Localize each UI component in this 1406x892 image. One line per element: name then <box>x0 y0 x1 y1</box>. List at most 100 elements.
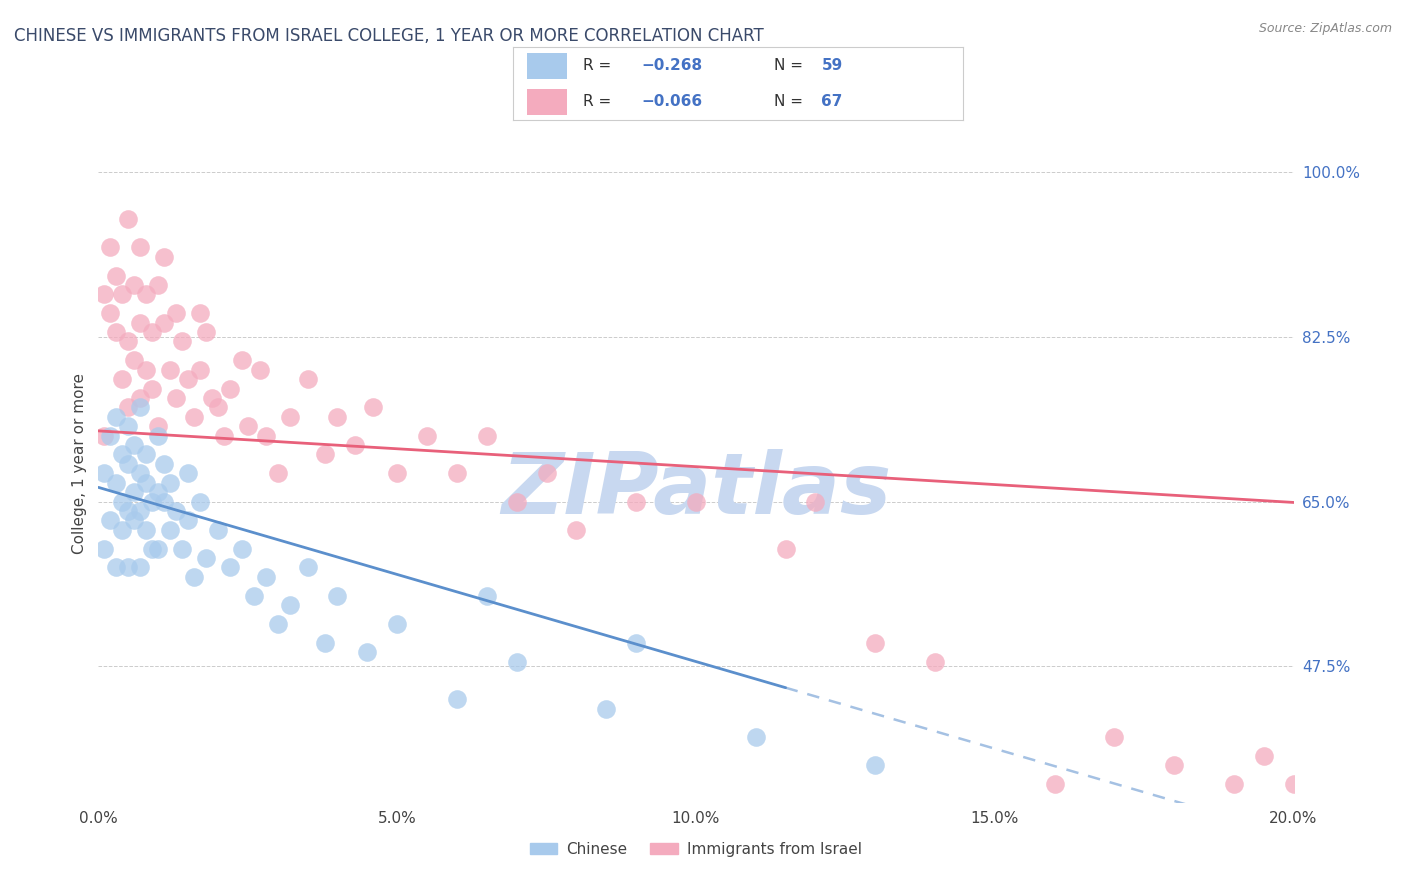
Point <box>775 541 797 556</box>
Point <box>124 513 146 527</box>
Y-axis label: College, 1 year or more: College, 1 year or more <box>72 374 87 554</box>
Point <box>159 523 181 537</box>
Point <box>315 447 337 461</box>
Point <box>129 560 152 574</box>
Point <box>1043 777 1066 791</box>
Text: 67: 67 <box>821 95 842 109</box>
Point <box>177 467 200 481</box>
Point <box>117 457 139 471</box>
Text: Source: ZipAtlas.com: Source: ZipAtlas.com <box>1258 22 1392 36</box>
Point <box>141 382 163 396</box>
Point <box>93 541 115 556</box>
Point <box>475 589 498 603</box>
Point <box>446 692 468 706</box>
Text: 59: 59 <box>821 59 842 73</box>
Point <box>254 570 277 584</box>
Point <box>135 447 157 461</box>
Point <box>243 589 266 603</box>
Point <box>172 334 194 349</box>
Point <box>254 428 277 442</box>
Point <box>124 277 146 292</box>
Point <box>865 636 887 650</box>
Point <box>745 730 768 744</box>
Point <box>1282 777 1305 791</box>
Point <box>297 560 319 574</box>
Point <box>536 467 558 481</box>
Point <box>685 494 707 508</box>
Point <box>98 240 122 254</box>
Point <box>153 316 176 330</box>
Point <box>1223 777 1246 791</box>
Point <box>135 523 157 537</box>
Point <box>124 438 146 452</box>
Point <box>153 457 176 471</box>
Point <box>98 428 122 442</box>
Point <box>124 353 146 368</box>
Point <box>159 362 181 376</box>
Text: R =: R = <box>583 95 616 109</box>
Point <box>315 636 337 650</box>
Point <box>117 419 139 434</box>
Point <box>117 560 139 574</box>
Point <box>148 428 170 442</box>
Point <box>111 372 134 386</box>
Point <box>924 655 946 669</box>
Point <box>1253 748 1275 763</box>
Point <box>105 325 128 339</box>
Point <box>385 616 409 631</box>
Point <box>111 287 134 301</box>
Point <box>129 316 152 330</box>
Point <box>105 560 128 574</box>
Bar <box>527 89 567 114</box>
Point <box>172 541 194 556</box>
Point <box>93 428 115 442</box>
Point <box>416 428 439 442</box>
Point <box>129 467 152 481</box>
Point <box>207 523 229 537</box>
Text: N =: N = <box>775 95 808 109</box>
Point <box>506 655 529 669</box>
Point <box>212 428 235 442</box>
Point <box>129 391 152 405</box>
Point <box>135 475 157 490</box>
Point <box>165 391 187 405</box>
Point <box>219 382 242 396</box>
Bar <box>527 54 567 78</box>
Point <box>93 287 115 301</box>
Point <box>183 570 205 584</box>
Text: CHINESE VS IMMIGRANTS FROM ISRAEL COLLEGE, 1 YEAR OR MORE CORRELATION CHART: CHINESE VS IMMIGRANTS FROM ISRAEL COLLEG… <box>14 27 763 45</box>
Point <box>219 560 242 574</box>
Point <box>111 523 134 537</box>
Point <box>195 325 218 339</box>
Point <box>1163 758 1185 772</box>
Point <box>446 467 468 481</box>
Point <box>363 401 385 415</box>
Point <box>231 353 253 368</box>
Point <box>278 409 301 424</box>
Point <box>148 419 170 434</box>
Point <box>297 372 319 386</box>
Point <box>385 467 409 481</box>
Point <box>267 467 290 481</box>
Point <box>165 306 187 320</box>
Point <box>326 589 349 603</box>
Point <box>124 485 146 500</box>
Point <box>141 494 163 508</box>
Point <box>188 494 211 508</box>
Point <box>326 409 349 424</box>
Point <box>626 636 648 650</box>
Point <box>804 494 827 508</box>
Point <box>188 306 211 320</box>
Point <box>117 212 139 227</box>
Legend: Chinese, Immigrants from Israel: Chinese, Immigrants from Israel <box>523 836 869 863</box>
Text: ZIPatlas: ZIPatlas <box>501 450 891 533</box>
Text: N =: N = <box>775 59 808 73</box>
Point <box>177 513 200 527</box>
Point <box>141 541 163 556</box>
Point <box>135 287 157 301</box>
Point <box>105 268 128 283</box>
Point <box>201 391 224 405</box>
Point <box>111 494 134 508</box>
Point <box>626 494 648 508</box>
Point <box>117 401 139 415</box>
